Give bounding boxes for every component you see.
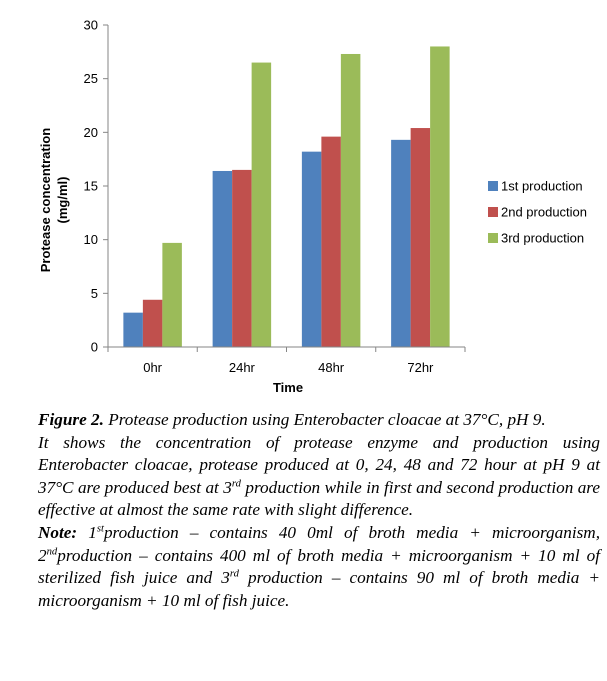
bar-2-48hr: [321, 136, 341, 347]
y-axis: 0 5 10 15 20 25 30: [84, 18, 108, 355]
caption-description: It shows the concentration of protease e…: [38, 432, 600, 522]
bar-1-72hr: [391, 139, 411, 347]
legend-label: 1st production: [501, 179, 583, 194]
x-tick-label: 0hr: [143, 360, 162, 375]
bar-3-0hr: [162, 242, 182, 347]
figure-label: Figure 2.: [38, 410, 104, 429]
legend-swatch: [488, 207, 498, 217]
note-2-sup: nd: [46, 545, 58, 557]
legend-swatch: [488, 233, 498, 243]
x-tick-label: 24hr: [229, 360, 256, 375]
x-tick-label: 48hr: [318, 360, 345, 375]
y-tick-label: 0: [91, 340, 98, 355]
description-text: It shows the concentration of protease e…: [38, 432, 600, 497]
y-tick-label: 25: [84, 71, 98, 86]
bar-1-24hr: [212, 170, 233, 347]
y-tick-label: 15: [84, 179, 98, 194]
caption-note: Note: 1stproduction – contains 40 0ml of…: [38, 522, 601, 610]
bar-1-0hr: [123, 312, 143, 347]
legend-label: 2nd production: [501, 205, 587, 220]
note-2-text: production – contains 400 ml of broth me…: [38, 545, 600, 588]
y-tick-label: 10: [84, 232, 98, 247]
note-3-sup: rd: [229, 568, 239, 580]
legend: 1st production 2nd production 3rd producti…: [488, 179, 587, 246]
note-label: Note:: [38, 522, 78, 542]
x-tick-label: 72hr: [407, 360, 434, 375]
bar-3-24hr: [251, 62, 272, 348]
x-axis: 0hr 24hr 48hr 72hr: [107, 347, 466, 375]
y-tick-label: 30: [84, 18, 98, 33]
figure-title: Protease production using Enterobacter c…: [108, 410, 546, 429]
bar-2-72hr: [410, 128, 431, 347]
note-1-sup: st: [96, 523, 104, 535]
bar-1-48hr: [301, 151, 322, 347]
bar-2-0hr: [142, 299, 163, 347]
bar-chart: Protease concentration (mg/ml) 0 5 10 15 20 2…: [38, 18, 587, 396]
x-axis-title: Time: [273, 380, 303, 395]
bars: [123, 46, 450, 348]
description-sup: rd: [231, 478, 241, 490]
figure-caption: Figure 2. Protease production using Ente…: [38, 409, 600, 612]
caption-title-paragraph: Figure 2. Protease production using Ente…: [38, 409, 600, 432]
y-tick-label: 5: [91, 286, 98, 301]
y-axis-title-line2: (mg/ml): [55, 177, 70, 224]
legend-label: 3rd production: [501, 231, 584, 246]
y-axis-title: Protease concentration (mg/ml): [38, 128, 70, 273]
bar-3-72hr: [430, 46, 450, 347]
y-axis-title-line1: Protease concentration: [38, 128, 53, 273]
note-1-text: production – contains 40 0ml of broth me…: [103, 522, 601, 542]
note-3-text: production – contains 90 ml of broth med…: [38, 568, 600, 610]
y-tick-label: 20: [84, 125, 98, 140]
bar-3-48hr: [340, 53, 361, 347]
description-text-end: production while in first and second pro…: [38, 477, 600, 520]
legend-swatch: [488, 181, 498, 191]
bar-2-24hr: [232, 169, 252, 347]
